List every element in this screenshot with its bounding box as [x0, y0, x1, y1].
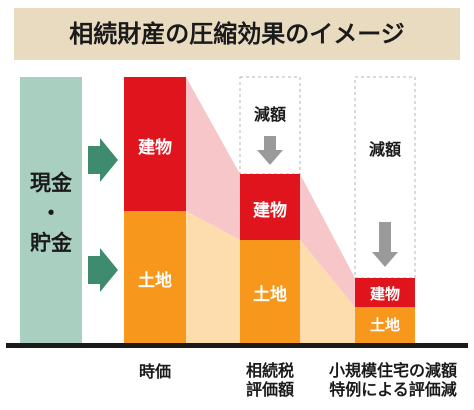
tax-land-block — [240, 240, 300, 343]
market-land-block — [124, 211, 186, 343]
cash-label-line1: 現金 — [30, 171, 72, 195]
down-arrow-icon — [257, 136, 283, 165]
cash-label-line3: 貯金 — [30, 231, 72, 255]
stage-label-tax: 相続税 評価額 — [232, 361, 308, 399]
land-fade-connector-2 — [300, 240, 355, 343]
green-arrow-upper — [88, 138, 118, 182]
baseline — [6, 343, 468, 348]
down-arrow-icon — [372, 222, 398, 267]
stage-label-tax-line1: 相続税 — [245, 361, 294, 380]
special-land-label: 土地 — [369, 316, 400, 334]
title-bar — [14, 8, 460, 60]
special-land-block — [355, 307, 415, 343]
land-fade-connector-1 — [186, 211, 240, 343]
stage-label-special-line1: 小規模住宅の減額 — [328, 361, 457, 380]
cash-label: 現金 ・ 貯金 — [20, 168, 82, 258]
building-fade-connector-2 — [300, 174, 355, 307]
tax-reduction-label: 減額 — [253, 105, 286, 124]
tax-land-label: 土地 — [253, 285, 287, 305]
tax-building-block — [240, 174, 300, 240]
page-title: 相続財産の圧縮効果のイメージ — [69, 20, 405, 48]
market-building-label: 建物 — [138, 138, 172, 158]
tax-building-label: 建物 — [253, 201, 287, 221]
stage-label-special: 小規模住宅の減額 特例による評価減 — [318, 361, 468, 399]
green-arrow-lower — [88, 248, 118, 292]
stage-label-market: 時価 — [138, 362, 171, 381]
building-fade-connector-1 — [186, 77, 240, 240]
cash-label-line2: ・ — [40, 201, 62, 225]
special-reduction-label: 減額 — [368, 140, 401, 159]
stage-label-special-line2: 特例による評価減 — [329, 380, 457, 399]
cash-bar — [20, 77, 82, 343]
special-building-label: 建物 — [369, 285, 400, 303]
market-building-block — [124, 77, 186, 211]
market-land-label: 土地 — [138, 271, 172, 291]
special-building-block — [355, 278, 415, 307]
stage-label-tax-line2: 評価額 — [245, 380, 294, 399]
